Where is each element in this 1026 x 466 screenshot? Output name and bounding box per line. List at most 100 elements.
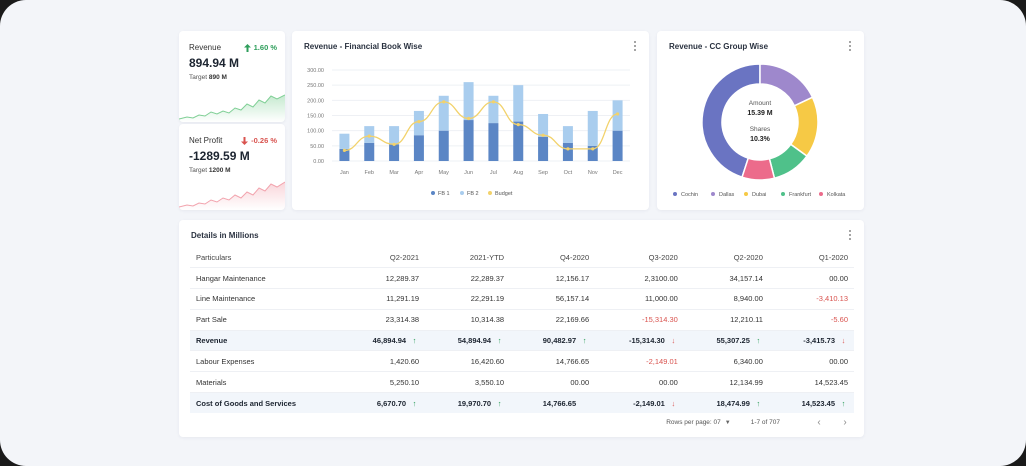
budget-line bbox=[344, 101, 618, 152]
bar-fb1[interactable] bbox=[538, 136, 549, 161]
table-cell: 46,894.94 ↑ bbox=[340, 329, 426, 351]
bar-fb2[interactable] bbox=[364, 126, 375, 143]
donut-center-value-amount: 15.39 M bbox=[747, 110, 772, 117]
column-header[interactable]: Q2-2021 bbox=[389, 252, 420, 262]
sparkline-revenue bbox=[179, 94, 285, 122]
chevron-right-icon[interactable]: › bbox=[843, 417, 847, 428]
bar-fb1[interactable] bbox=[339, 148, 350, 161]
table-cell: -15,314.30 ↓ bbox=[595, 329, 684, 351]
bar-fb1[interactable] bbox=[364, 142, 375, 161]
budget-point[interactable] bbox=[392, 142, 396, 146]
bar-fb1[interactable] bbox=[612, 130, 623, 161]
kpi-target-label: Target bbox=[189, 167, 208, 174]
rows-per-page-select[interactable]: Rows per page: 07 ▼ bbox=[666, 419, 731, 426]
table-cell: 6,340.00 bbox=[683, 350, 769, 372]
table-row[interactable]: Cost of Goods and Services 6,670.70 ↑ 19,97… bbox=[190, 392, 854, 414]
table-row[interactable]: Revenue 46,894.94 ↑ 54,894.94 ↑ 90,482.97 ↑ -15… bbox=[190, 329, 854, 351]
column-header[interactable]: Q4-2020 bbox=[559, 252, 590, 262]
bar-fb2[interactable] bbox=[513, 85, 524, 122]
bar-fb1[interactable] bbox=[513, 121, 524, 161]
column-header[interactable]: Q1-2020 bbox=[818, 252, 848, 262]
budget-point[interactable] bbox=[491, 100, 496, 104]
donut-slice-cochin[interactable] bbox=[701, 63, 761, 179]
bar-fb2[interactable] bbox=[463, 82, 474, 121]
bar-fb1[interactable] bbox=[587, 145, 598, 161]
budget-point[interactable] bbox=[591, 147, 595, 151]
table-row[interactable]: Hangar Maintenance 12,289.37 22,289.37 12,1… bbox=[190, 267, 854, 289]
bar-fb1[interactable] bbox=[438, 130, 449, 161]
legend-label[interactable]: Kolkata bbox=[827, 192, 846, 198]
more-options-icon[interactable] bbox=[846, 40, 854, 52]
arrow-up-icon: ↑ bbox=[497, 336, 502, 346]
cell-value: 55,307.25 bbox=[716, 336, 750, 346]
kpi-target-label: Target bbox=[189, 74, 208, 81]
column-header[interactable]: Q2-2020 bbox=[733, 252, 763, 262]
arrow-down-icon: ↓ bbox=[671, 336, 676, 346]
kpi-value: -1289.59 M bbox=[189, 149, 250, 163]
legend-label[interactable]: Dallas bbox=[719, 192, 735, 198]
donut-center-label-shares: Shares bbox=[750, 126, 771, 133]
more-options-icon[interactable] bbox=[846, 229, 854, 241]
legend-marker bbox=[819, 192, 823, 196]
legend-label[interactable]: Frankfurt bbox=[789, 192, 811, 198]
cell-value: 12,210.11 bbox=[730, 315, 763, 325]
table-cell: 14,523.45 ↑ bbox=[768, 392, 854, 414]
cell-value: 00.00 bbox=[829, 273, 848, 283]
legend-label[interactable]: FB 2 bbox=[467, 191, 479, 197]
bar-fb2[interactable] bbox=[438, 95, 449, 131]
table-cell: 3,550.10 bbox=[425, 371, 511, 393]
row-label: Cost of Goods and Services bbox=[190, 392, 340, 414]
legend-label[interactable]: Budget bbox=[495, 191, 513, 197]
cell-value: 12,156.17 bbox=[555, 273, 590, 283]
table-row[interactable]: Materials 5,250.10 3,550.10 00.00 00.00 12,13… bbox=[190, 371, 854, 393]
budget-point[interactable] bbox=[342, 148, 347, 152]
cell-value: -2,149.01 bbox=[646, 356, 678, 366]
legend-label[interactable]: Cochin bbox=[681, 192, 698, 198]
cell-value: 22,289.37 bbox=[470, 273, 505, 283]
table-row[interactable]: Labour Expenses 1,420.60 16,420.60 14,766.6… bbox=[190, 350, 854, 372]
legend-label[interactable]: Dubai bbox=[752, 192, 766, 198]
cell-value: 14,523.45 bbox=[801, 398, 835, 408]
x-tick-label: Sep bbox=[538, 170, 548, 176]
bar-fb1[interactable] bbox=[389, 144, 400, 161]
table-cell: 2,3100.00 bbox=[595, 267, 684, 289]
bar-fb2[interactable] bbox=[562, 126, 573, 143]
kpi-change: 1.60 % bbox=[243, 43, 277, 52]
budget-point[interactable] bbox=[367, 134, 371, 138]
bar-fb2[interactable] bbox=[587, 110, 598, 146]
budget-point[interactable] bbox=[417, 119, 421, 124]
cell-value: 46,894.94 bbox=[372, 336, 407, 346]
budget-point[interactable] bbox=[466, 116, 471, 121]
kpi-target: Target 1200 M bbox=[189, 167, 231, 174]
bar-fb2[interactable] bbox=[538, 113, 549, 137]
bar-fb1[interactable] bbox=[488, 123, 499, 161]
table-row[interactable]: Line Maintenance 11,291.19 22,291.19 56,157… bbox=[190, 288, 854, 310]
x-tick-label: Jul bbox=[490, 170, 497, 176]
column-header[interactable]: Q3-2020 bbox=[648, 252, 678, 262]
x-tick-label: May bbox=[439, 170, 450, 176]
arrow-up-icon: ↑ bbox=[841, 398, 846, 408]
cell-value: -3,410.13 bbox=[816, 294, 848, 304]
table-cell: 12,210.11 bbox=[683, 308, 769, 331]
budget-point[interactable] bbox=[541, 133, 545, 137]
budget-point[interactable] bbox=[442, 100, 446, 104]
table-cell: 90,482.97 ↑ bbox=[510, 329, 596, 351]
arrow-up-icon: ↑ bbox=[756, 336, 761, 346]
bar-fb2[interactable] bbox=[488, 95, 499, 124]
bar-fb2[interactable] bbox=[339, 133, 350, 149]
donut-slice-kolkata[interactable] bbox=[741, 157, 776, 181]
bar-fb1[interactable] bbox=[562, 142, 573, 161]
bar-fb1[interactable] bbox=[463, 120, 474, 161]
column-header-particulars[interactable]: Particulars bbox=[196, 252, 232, 262]
bar-fb2[interactable] bbox=[389, 126, 400, 145]
legend-label[interactable]: FB 1 bbox=[438, 191, 450, 197]
chevron-left-icon[interactable]: ‹ bbox=[817, 417, 821, 428]
budget-point[interactable] bbox=[566, 147, 570, 151]
more-options-icon[interactable] bbox=[631, 40, 639, 52]
caret-down-icon: ▼ bbox=[724, 419, 731, 426]
table-row[interactable]: Part Sale 23,314.38 10,314.38 22,169.66 -15,… bbox=[190, 308, 854, 331]
budget-point[interactable] bbox=[516, 123, 520, 127]
budget-point[interactable] bbox=[615, 112, 620, 116]
column-header[interactable]: 2021-YTD bbox=[469, 252, 505, 262]
bar-fb1[interactable] bbox=[413, 135, 424, 161]
